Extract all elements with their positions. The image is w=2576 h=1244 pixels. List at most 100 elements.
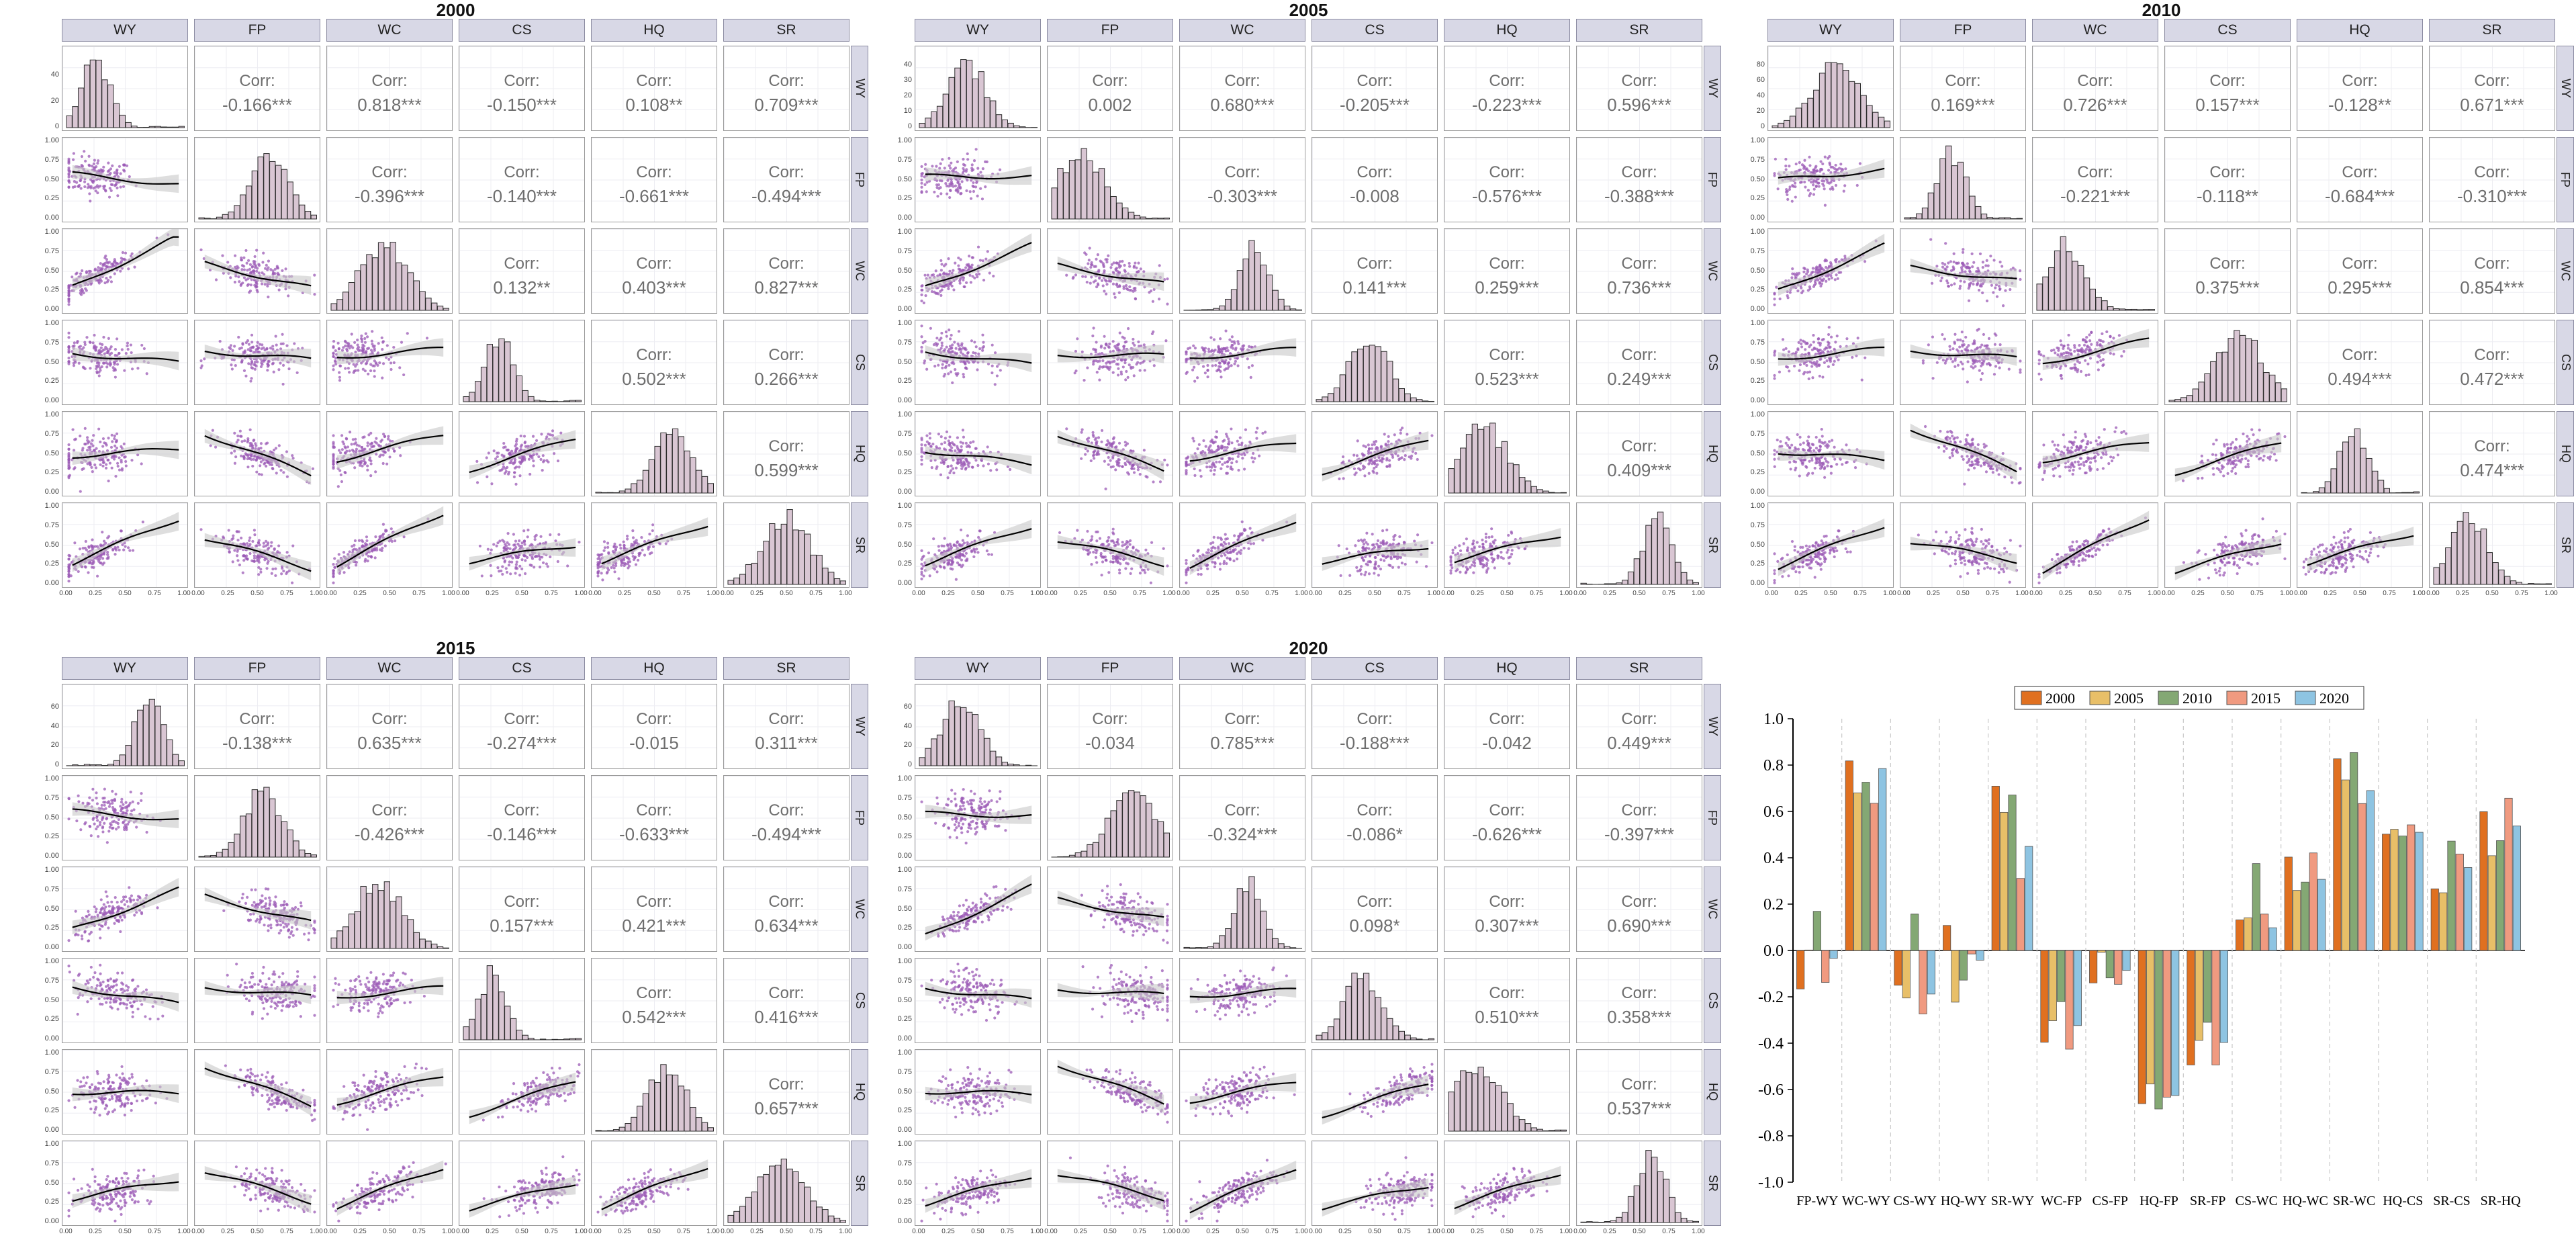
scatter-point [920,299,923,303]
scatter-point [1132,341,1135,345]
scatter-point [1399,429,1403,432]
scatter-point [342,346,345,349]
scatter-point [921,341,925,345]
histogram-bar [1536,489,1543,494]
panel-hq-cs [1312,411,1438,496]
scatter-point [104,345,107,349]
scatter-point [91,165,94,168]
y-tick-label: 10 [903,106,912,115]
confidence-band [1057,429,1164,481]
scatter-point [954,261,957,265]
scatter-point [1163,458,1166,461]
scatter-point [943,441,947,445]
histogram-bar [666,433,673,494]
scatter-point [76,340,79,343]
scatter-point [359,461,363,465]
scatter-point [986,445,989,449]
scatter-point [357,346,361,349]
corr-label: Corr: [1621,255,1657,273]
scatter-point [1193,474,1197,477]
scatter-point [1092,347,1095,351]
scatter-point [101,445,105,448]
panel-wy-hq: Corr: -0.223*** [1444,46,1570,131]
scatter-point [256,267,259,270]
scatter-plot [920,148,1032,201]
scatter-point [1121,465,1124,468]
scatter-point [1166,302,1169,306]
scatter-point [932,537,935,541]
scatter-point [246,439,250,442]
scatter-point [109,183,113,186]
scatter-point [93,333,96,337]
scatter-point [507,564,511,567]
scatter-point [252,560,255,563]
scatter-point [122,442,126,445]
scatter-point [97,169,101,173]
scatter-plot [920,519,1032,581]
scatter-point [962,163,966,166]
scatter-point [618,543,622,547]
scatter-point [1199,474,1203,478]
scatter-point [277,368,281,371]
scatter-point [117,352,121,355]
scatter-point [923,183,927,186]
scatter-point [88,341,91,344]
scatter-point [627,558,631,561]
scatter-point [252,529,257,532]
scatter-point [480,574,484,578]
scatter-point [1217,365,1221,368]
scatter-point [239,435,242,438]
scatter-point [1352,467,1356,471]
scatter-point [960,558,963,562]
scatter-point [933,190,936,194]
scatter-point [619,546,623,550]
scatter-point [67,453,71,457]
scatter-point [388,455,392,459]
scatter-point [354,365,357,368]
scatter-point [1074,349,1078,353]
scatter-point [1367,462,1371,465]
scatter-point [89,199,92,203]
y-tick-label: 0.25 [44,468,59,477]
scatter-point [956,561,960,565]
panel-fp-fp [194,137,320,222]
scatter-point [361,545,365,548]
scatter-point [596,563,600,566]
scatter-point [86,449,89,452]
strip-hq: HQ [591,19,717,42]
scatter-point [271,345,275,348]
scatter-point [145,372,148,375]
scatter-point [266,268,269,271]
scatter-point [347,566,351,570]
histogram [1183,240,1302,311]
scatter-point [253,255,257,259]
scatter-point [271,269,275,273]
scatter-point [960,445,963,449]
histogram-bar [366,254,373,311]
scatter-point [1125,340,1128,343]
scatter-point [1193,380,1197,383]
scatter-point [229,276,232,279]
scatter-point [1233,362,1236,365]
scatter-point [79,292,82,295]
scatter-point [337,347,340,351]
scatter-point [332,445,335,448]
strip-right-fp: FP [851,137,868,222]
histogram-bar [1549,492,1555,494]
scatter-point [1107,455,1110,459]
scatter-point [636,558,640,562]
scatter-point [522,529,526,533]
scatter-point [74,361,77,364]
scatter-point [1142,343,1146,347]
scatter-point [1115,267,1119,270]
scatter-point [385,344,389,347]
scatter-point [115,182,118,186]
scatter-point [344,341,347,344]
scatter-point [95,361,99,365]
panel-wc-wy [915,228,1041,314]
corr-label: Corr: [1621,72,1657,90]
scatter-point [361,343,365,347]
scatter-point [976,368,979,371]
scatter-point [972,351,975,355]
scatter-point [334,362,338,366]
